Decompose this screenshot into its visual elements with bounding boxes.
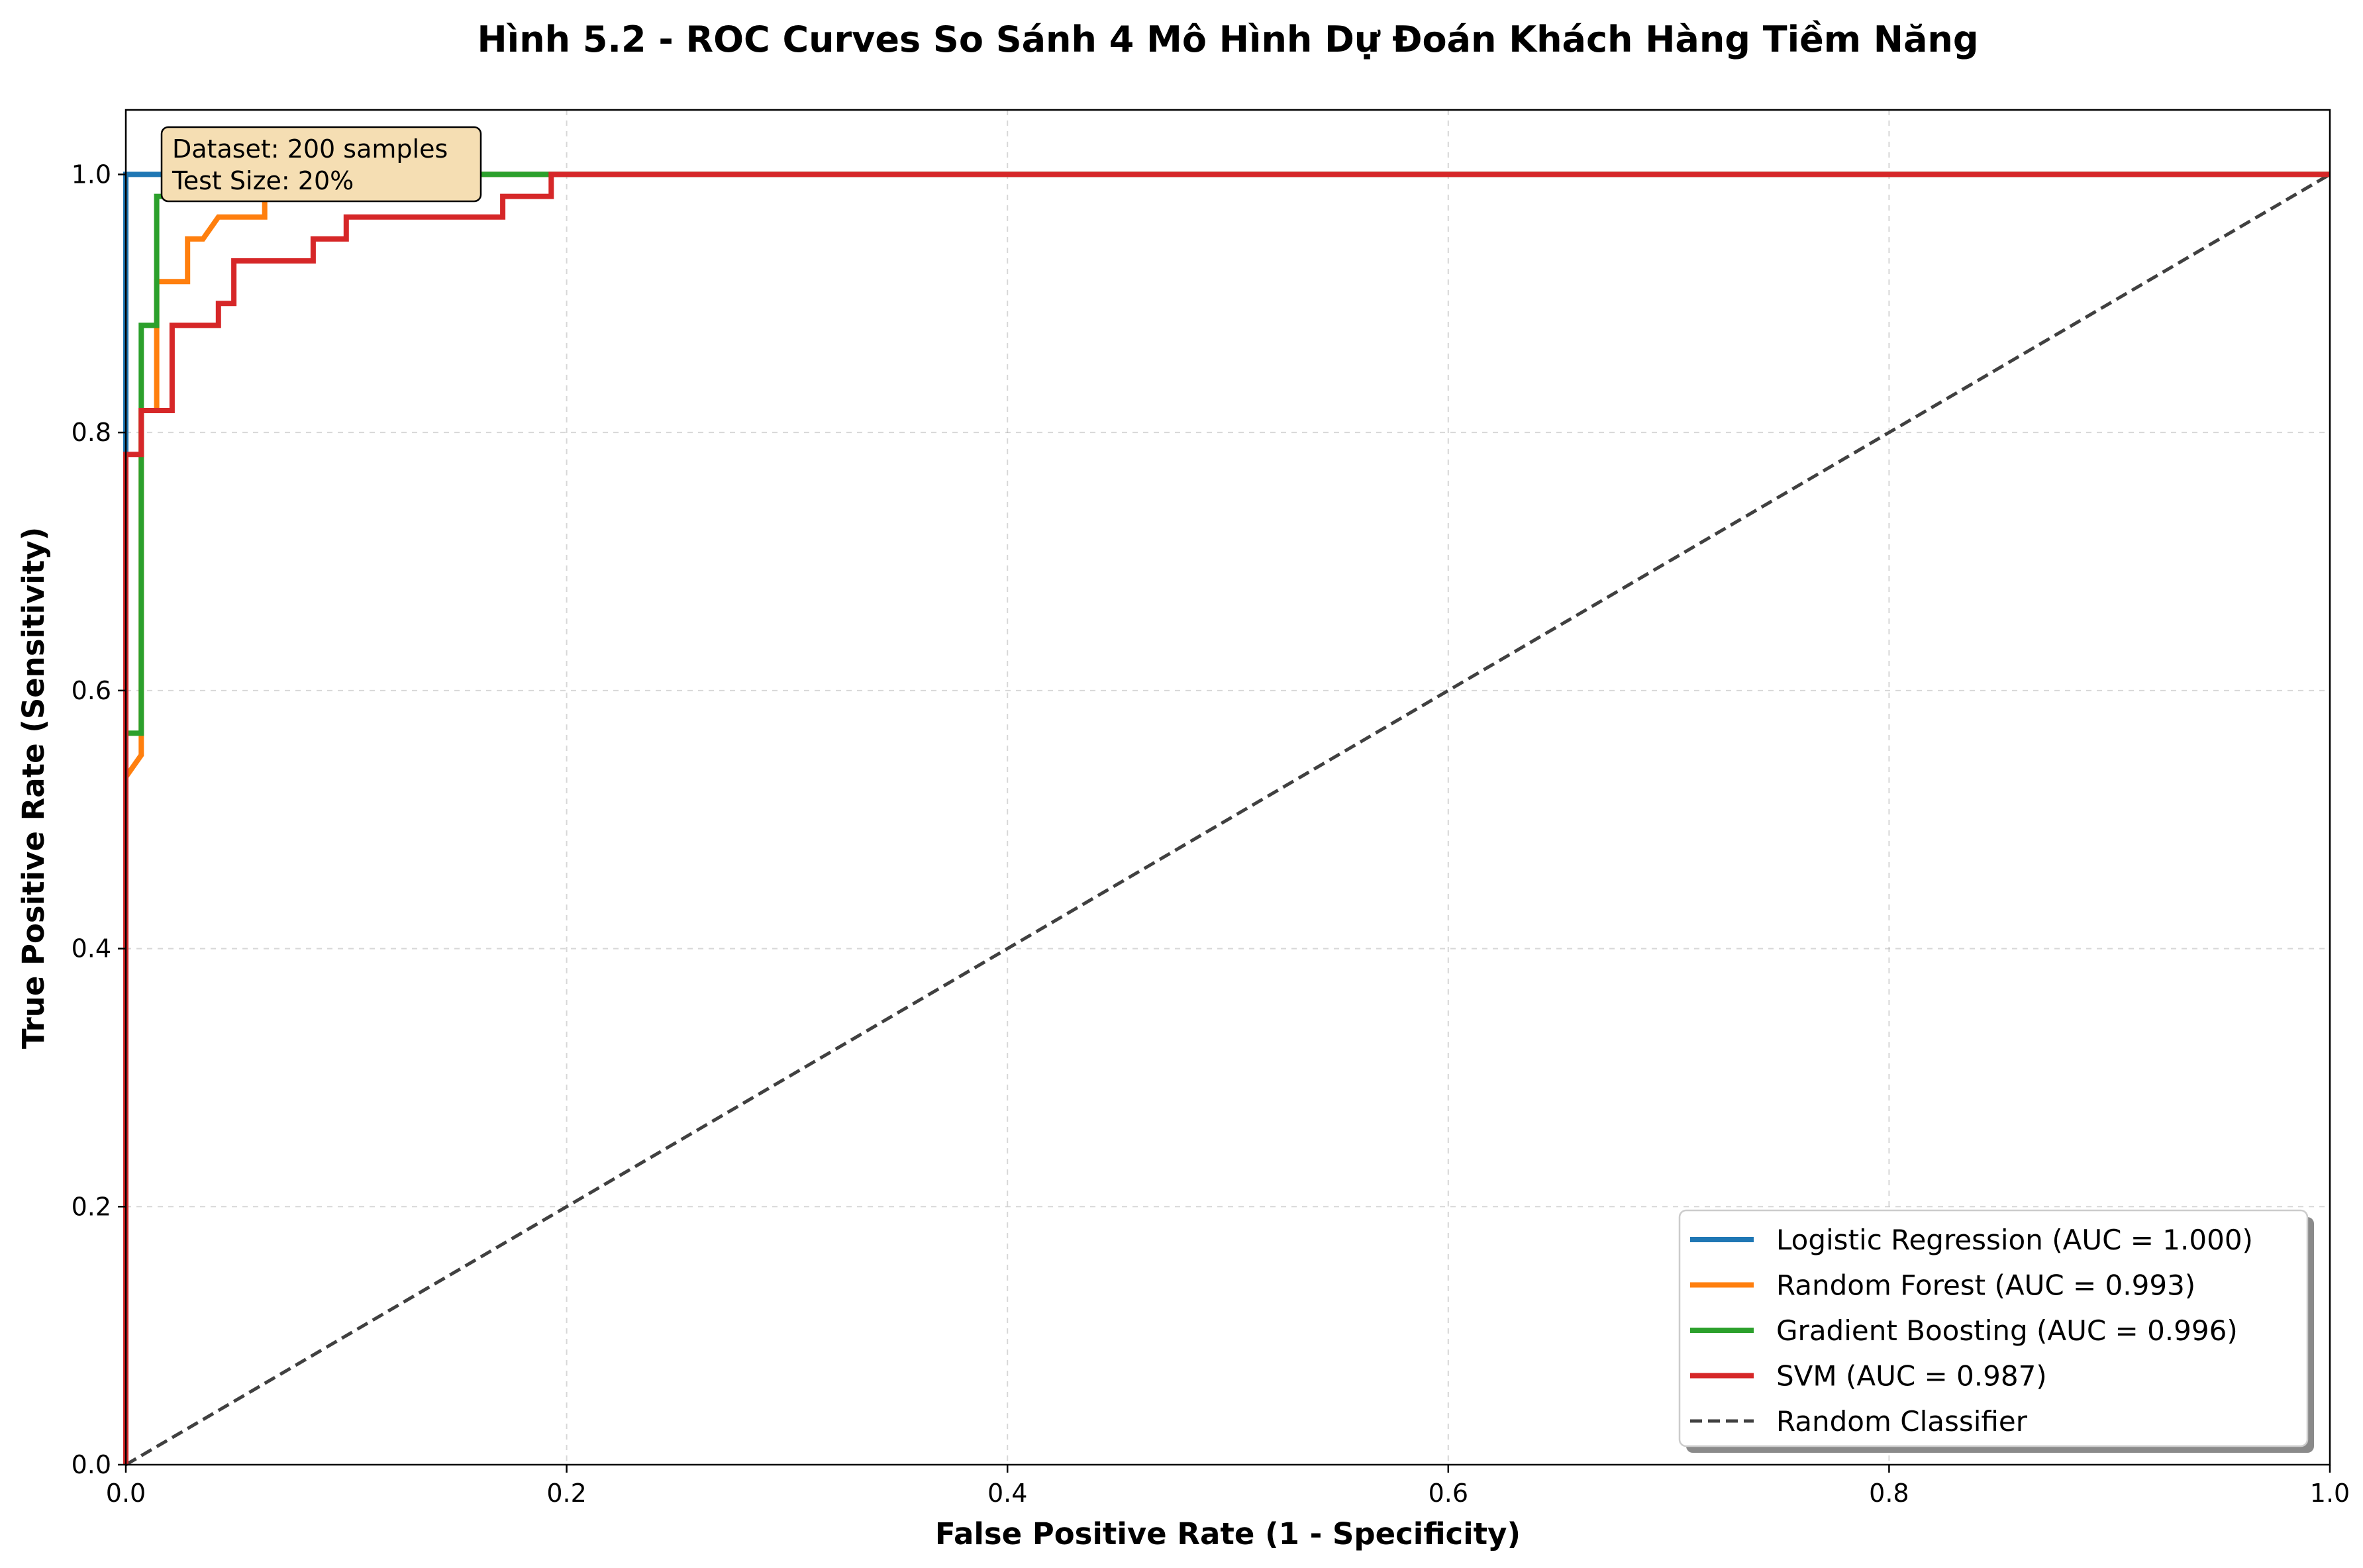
annotation-background	[160, 126, 482, 203]
x-axis-label: False Positive Rate (1 - Specificity)	[935, 1516, 1521, 1551]
chart-title: Hình 5.2 - ROC Curves So Sánh 4 Mô Hình …	[477, 19, 1978, 60]
ticks: 0.0 0.2 0.4 0.6 0.8 1.0 0.0 0.2 0.4 0.6 0.8 1.0	[72, 160, 2350, 1508]
series-line-3	[123, 172, 2330, 1465]
x-tick-label: 0.4	[987, 1479, 1027, 1508]
y-tick-label: 0.4	[72, 934, 111, 963]
y-tick-label: 0.2	[72, 1192, 111, 1221]
legend-label-3: SVM (AUC = 0.987)	[1776, 1360, 2047, 1393]
legend-label-1: Random Forest (AUC = 0.993)	[1776, 1269, 2195, 1302]
x-tick-label: 1.0	[2310, 1479, 2350, 1508]
dataset-annotation: Dataset: 200 samples Test Size: 20%	[160, 126, 482, 203]
x-tick-label: 0.2	[546, 1479, 586, 1508]
y-tick-label: 0.8	[72, 418, 111, 447]
y-tick-label: 0.6	[72, 676, 111, 705]
legend-box	[1678, 1209, 2309, 1447]
plot-frame	[125, 109, 2331, 1466]
legend-label-0: Logistic Regression (AUC = 1.000)	[1776, 1224, 2253, 1256]
x-tick-label: 0.8	[1869, 1479, 1909, 1508]
x-tick-label: 0.6	[1429, 1479, 1468, 1508]
x-tick-label: 0.0	[106, 1479, 146, 1508]
legend-label-2: Gradient Boosting (AUC = 0.996)	[1776, 1314, 2238, 1347]
y-tick-label: 1.0	[72, 160, 111, 189]
y-tick-label: 0.0	[72, 1450, 111, 1479]
legend: Logistic Regression (AUC = 1.000) Random …	[1678, 1209, 2314, 1453]
annotation-line-1: Dataset: 200 samples	[172, 134, 448, 164]
series-line-4	[125, 173, 2331, 1467]
y-axis-label: True Positive Rate (Sensitivity)	[16, 527, 51, 1049]
legend-label-4: Random Classifier	[1776, 1405, 2028, 1438]
annotation-line-2: Test Size: 20%	[172, 166, 354, 195]
